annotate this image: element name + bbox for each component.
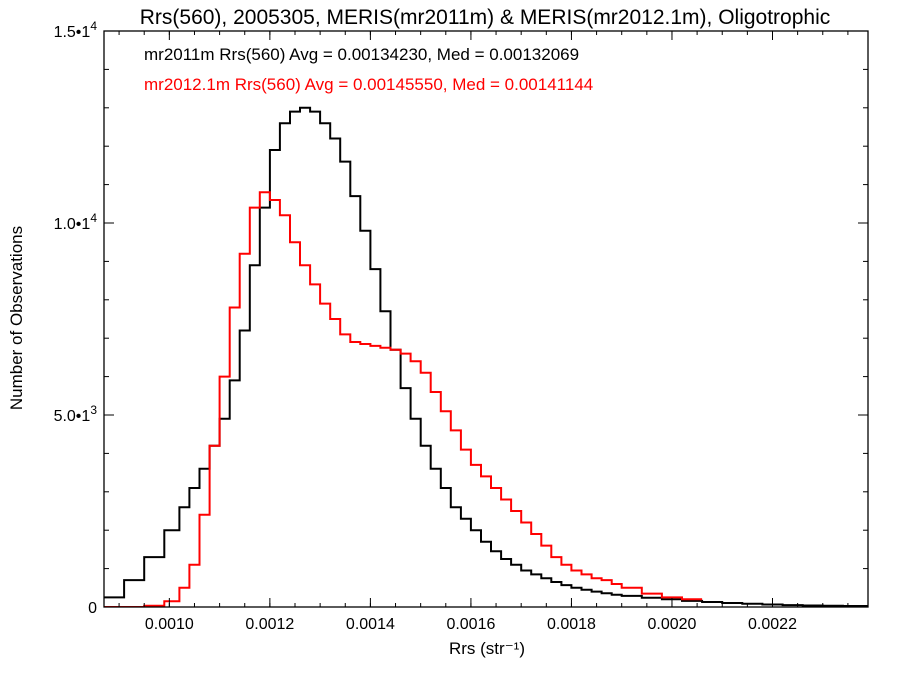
y-tick-label: 1.5•14 [54,19,98,41]
y-tick-label: 1.0•14 [54,211,98,233]
y-axis-label: Number of Observations [7,226,26,410]
x-tick-label: 0.0016 [446,616,495,633]
x-axis-label: Rrs (str⁻¹) [449,639,525,658]
x-tick-label: 0.0012 [245,616,294,633]
y-tick-label: 0 [88,600,97,617]
annotation-mr2012-1m: mr2012.1m Rrs(560) Avg = 0.00145550, Med… [144,75,593,94]
x-tick-label: 0.0020 [648,616,697,633]
x-tick-label: 0.0022 [748,616,797,633]
y-tick-label: 5.0•13 [54,403,98,425]
x-tick-label: 0.0010 [145,616,194,633]
chart-title: Rrs(560), 2005305, MERIS(mr2011m) & MERI… [140,6,831,29]
series-line-mr2012-1m [104,191,703,607]
plot-frame [103,30,869,608]
x-tick-label: 0.0018 [547,616,596,633]
series-line-mr2011m [104,106,868,607]
x-tick-label: 0.0014 [346,616,395,633]
annotation-mr2011m: mr2011m Rrs(560) Avg = 0.00134230, Med =… [144,45,579,64]
